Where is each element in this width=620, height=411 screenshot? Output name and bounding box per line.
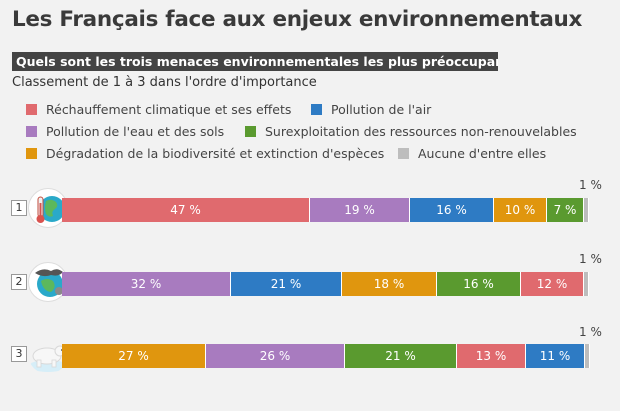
bar-segment (584, 272, 589, 296)
bar-segment: 16 % (437, 272, 521, 296)
chart-title: Les Français face aux enjeux environneme… (12, 7, 583, 32)
bar-segment-label: 21 % (385, 349, 416, 363)
chart-subtitle: Classement de 1 à 3 dans l'ordre d'impor… (12, 75, 317, 90)
bar-segment: 11 % (526, 344, 585, 368)
bar-segment-label: 27 % (118, 349, 149, 363)
legend-label: Réchauffement climatique et ses effets (46, 101, 292, 117)
bar-segment: 21 % (345, 344, 457, 368)
bar-segment-label: 19 % (344, 203, 375, 217)
bar-segment-label: 16 % (463, 277, 494, 291)
tail-data-label: 1 % (579, 252, 602, 266)
bar-segment (585, 344, 590, 368)
legend-label: Aucune d'entre elles (418, 145, 547, 161)
bar-segment: 26 % (206, 344, 345, 368)
legend-swatch (26, 103, 37, 115)
legend-item: Pollution de l'eau et des sols (26, 123, 224, 139)
bar-segment: 19 % (310, 198, 410, 222)
bar-segment-label: 11 % (539, 349, 571, 363)
legend-item: Aucune d'entre elles (398, 145, 546, 161)
bar-row-2: 2 32 % 21 % 18 % 16 % 12 % 1 % (0, 252, 620, 312)
bar-segment-label: 10 % (504, 203, 536, 217)
polluted-earth-icon (28, 262, 68, 302)
question-banner: Quels sont les trois menaces environneme… (12, 52, 498, 71)
legend-item: Pollution de l'air (311, 101, 431, 117)
bar-segment: 16 % (410, 198, 494, 222)
bar-segment: 32 % (62, 272, 231, 296)
bar-segment: 13 % (457, 344, 526, 368)
rank-label: 2 (11, 274, 27, 290)
legend-swatch (398, 147, 409, 159)
bar-segment-label: 32 % (130, 277, 162, 291)
bar-segment-label: 16 % (436, 203, 467, 217)
legend-swatch (245, 125, 256, 137)
bar-segment: 27 % (62, 344, 206, 368)
bar-segment: 21 % (231, 272, 342, 296)
bar-segment: 18 % (342, 272, 437, 296)
bar-row-3: 3 27 % 26 % 21 % 13 % 11 % 1 % (0, 325, 620, 385)
tail-data-label: 1 % (579, 178, 602, 192)
legend-item: Surexploitation des ressources non-renou… (245, 123, 577, 139)
bar-segment: 12 % (521, 272, 584, 296)
legend-swatch (311, 103, 322, 115)
bar-track: 32 % 21 % 18 % 16 % 12 % (62, 272, 590, 296)
bar-segment-label: 26 % (259, 349, 291, 363)
rank-label: 3 (11, 346, 27, 362)
legend-label: Dégradation de la biodiversité et extinc… (46, 145, 385, 161)
bar-track: 27 % 26 % 21 % 13 % 11 % (62, 344, 590, 368)
bar-segment: 7 % (547, 198, 584, 222)
bar-segment (584, 198, 589, 222)
legend-label: Pollution de l'air (331, 101, 432, 117)
bar-track: 47 % 19 % 16 % 10 % 7 % (62, 198, 590, 222)
rank-label: 1 (11, 200, 27, 216)
legend-item: Dégradation de la biodiversité et extinc… (26, 145, 384, 161)
bar-segment: 47 % (62, 198, 310, 222)
legend-swatch (26, 125, 37, 137)
bar-segment-label: 21 % (270, 277, 302, 291)
tail-data-label: 1 % (579, 325, 602, 339)
legend-label: Pollution de l'eau et des sols (46, 123, 225, 139)
legend-item: Réchauffement climatique et ses effets (26, 101, 291, 117)
thermometer-earth-icon (28, 188, 68, 228)
bar-row-1: 1 47 % 19 % 16 % 10 % 7 % 1 % (0, 178, 620, 238)
bar-segment-label: 47 % (170, 203, 201, 217)
legend-swatch (26, 147, 37, 159)
bar-segment-label: 12 % (536, 277, 568, 291)
bar-segment: 10 % (494, 198, 547, 222)
legend-label: Surexploitation des ressources non-renou… (265, 123, 577, 139)
bar-segment-label: 7 % (553, 203, 577, 217)
bar-segment-label: 18 % (373, 277, 405, 291)
bar-segment-label: 13 % (475, 349, 507, 363)
